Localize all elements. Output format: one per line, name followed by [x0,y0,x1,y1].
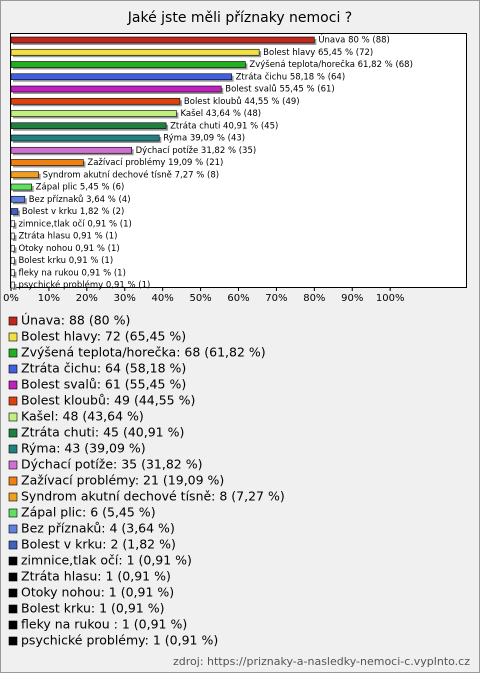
legend-label: Bez příznaků: 4 (3,64 %) [21,521,175,536]
legend-swatch [8,636,18,646]
x-tick-label: 30% [114,293,136,304]
legend-swatch [8,444,18,454]
legend-label: Bolest kloubů: 49 (44,55 %) [21,393,195,408]
legend-label: Ztráta čichu: 64 (58,18 %) [21,361,186,376]
x-tick-label: 100% [376,293,405,304]
legend-swatch [8,588,18,598]
legend-swatch [8,556,18,566]
legend-swatch [8,428,18,438]
legend-swatch [8,524,18,534]
legend-label: Bolest hlavy: 72 (65,45 %) [21,329,186,344]
data-label: Bolest svalů 55,45 % (61) [225,84,334,95]
data-label: Ztráta hlasu 0,91 % (1) [18,232,117,242]
data-label: Kašel 43,64 % (48) [180,108,261,119]
legend-swatch [8,508,18,518]
data-label: Ztráta chuti 40,91 % (45) [170,121,278,131]
data-label: Rýma 39,09 % (43) [163,134,245,144]
x-tick-label: 10% [38,293,60,304]
legend-label: Bolest svalů: 61 (55,45 %) [21,377,186,392]
bar [10,281,15,289]
legend-label: Únava: 88 (80 %) [21,313,130,328]
source: zdroj: https://priznaky-a-nasledky-nemoc… [173,655,470,668]
legend-swatch [8,620,18,630]
legend-label: zimnice,tlak očí: 1 (0,91 %) [21,553,192,568]
legend-label: Syndrom akutní dechové tísně: 8 (7,27 %) [21,489,285,504]
x-tick-label: 80% [303,293,325,304]
data-label: Bolest v krku 1,82 % (2) [22,207,124,217]
data-label: Zažívací problémy 19,09 % (21) [87,157,223,168]
bar [10,61,246,68]
legend-swatch [8,492,18,502]
data-label: Syndrom akutní dechové tísně 7,27 % (8) [43,169,219,180]
legend-label: Ztráta hlasu: 1 (0,91 %) [21,569,171,584]
bar [10,159,84,166]
data-label: Bolest hlavy 65,45 % (72) [263,48,373,58]
legend-label: psychické problémy: 1 (0,91 %) [21,633,218,648]
x-tick-label: 20% [76,293,98,304]
legend-label: Zažívací problémy: 21 (19,09 %) [21,473,224,488]
legend-label: Zvýšená teplota/horečka: 68 (61,82 %) [21,345,266,360]
data-label: Bez příznaků 3,64 % (4) [29,194,131,205]
x-tick-label: 50% [189,293,211,304]
bar [10,244,15,252]
bar [10,48,260,56]
bar [10,220,15,228]
legend-swatch [8,476,18,486]
legend-swatch [8,540,18,550]
bar [10,134,160,142]
data-label: Dýchací potíže 31,82 % (35) [136,146,257,156]
legend-label: Bolest v krku: 2 (1,82 %) [21,537,176,552]
legend-swatch [8,364,18,374]
bar [10,183,32,191]
bar [10,97,181,105]
bar [10,36,315,44]
bar [10,232,15,240]
data-label: Bolest kloubů 44,55 % (49) [184,96,300,107]
data-label: Ztráta čichu 58,18 % (64) [236,71,346,82]
legend-swatch [8,572,18,582]
legend-label: fleky na rukou : 1 (0,91 %) [21,617,187,632]
data-label: Zápal plic 5,45 % (6) [36,183,125,193]
chart-title: Jaké jste měli příznaky nemoci ? [127,10,352,26]
legend-swatch [8,332,18,342]
legend-label: Ztráta chuti: 45 (40,91 %) [21,425,184,440]
x-tick-label: 0% [3,293,19,304]
bar [10,171,39,179]
x-tick-label: 40% [152,293,174,304]
x-tick-label: 90% [341,293,363,304]
legend-swatch [8,396,18,406]
legend-swatch [8,380,18,390]
bar [10,85,222,93]
bar [10,257,15,264]
x-tick-label: 60% [227,293,249,304]
legend-swatch [8,316,18,326]
legend-label: Dýchací potíže: 35 (31,82 %) [21,457,202,472]
legend-label: Otoky nohou: 1 (0,91 %) [21,585,174,600]
bar [10,146,132,154]
bar [10,208,19,215]
legend-label: Bolest krku: 1 (0,91 %) [21,601,164,616]
bar [10,110,177,117]
bar [10,73,232,81]
data-label: Bolest krku 0,91 % (1) [18,256,113,266]
legend-label: Zápal plic: 6 (5,45 %) [21,505,156,520]
bar [10,195,26,203]
data-label: Zvýšená teplota/horečka 61,82 % (68) [249,59,413,70]
legend-swatch [8,348,18,358]
data-label: zimnice,tlak očí 0,91 % (1) [18,218,131,229]
legend-swatch [8,412,18,422]
bar [10,122,167,130]
data-label: Otoky nohou 0,91 % (1) [18,244,119,254]
data-label: fleky na rukou 0,91 % (1) [18,268,125,278]
legend-label: Rýma: 43 (39,09 %) [21,441,146,456]
x-tick-label: 70% [265,293,287,304]
data-label: psychické problémy 0,91 % (1) [18,280,150,291]
bar [10,269,15,277]
legend-swatch [8,460,18,470]
legend-swatch [8,604,18,614]
legend-label: Kašel: 48 (43,64 %) [21,409,144,424]
data-label: Únava 80 % (88) [318,34,390,46]
